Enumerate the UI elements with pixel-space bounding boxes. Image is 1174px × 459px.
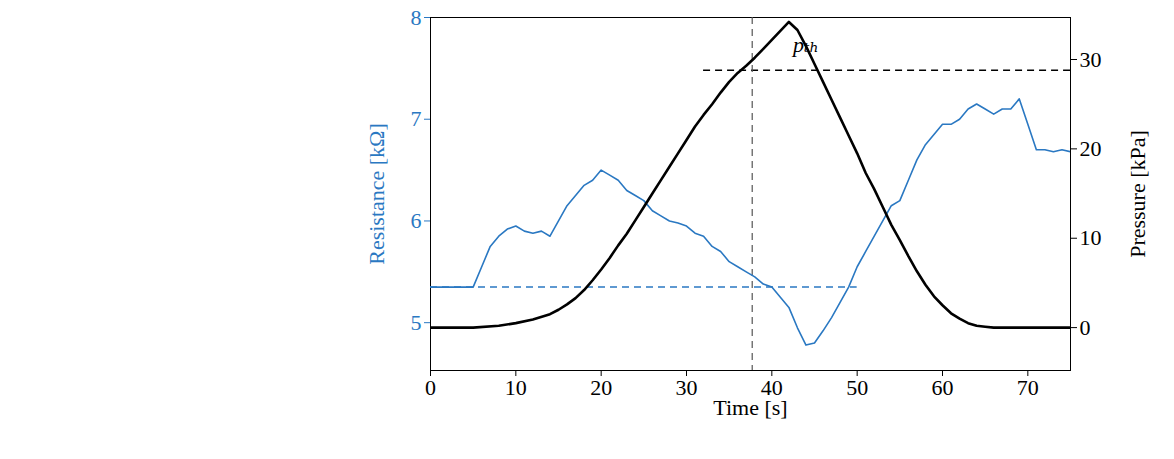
svg-text:pₜₕ: pₜₕ [791,32,819,57]
svg-text:20: 20 [590,375,612,400]
svg-text:20: 20 [1080,136,1102,161]
svg-text:7: 7 [411,106,422,131]
svg-text:40: 40 [760,375,783,401]
svg-text:Resistance [kΩ]: Resistance [kΩ] [364,123,389,265]
svg-text:0: 0 [1080,315,1091,340]
svg-text:Pressure [kPa]: Pressure [kPa] [1125,130,1150,258]
svg-text:70: 70 [1017,375,1039,400]
svg-text:5: 5 [411,310,422,335]
svg-text:Time [s]: Time [s] [713,395,787,420]
svg-text:0: 0 [425,375,436,400]
svg-text:50: 50 [846,375,868,400]
svg-text:10: 10 [1080,225,1102,250]
svg-text:6: 6 [411,208,422,233]
svg-text:60: 60 [932,375,954,400]
svg-text:10: 10 [505,375,527,400]
svg-text:30: 30 [676,375,698,400]
svg-text:8: 8 [411,5,422,30]
svg-text:30: 30 [1080,47,1102,72]
